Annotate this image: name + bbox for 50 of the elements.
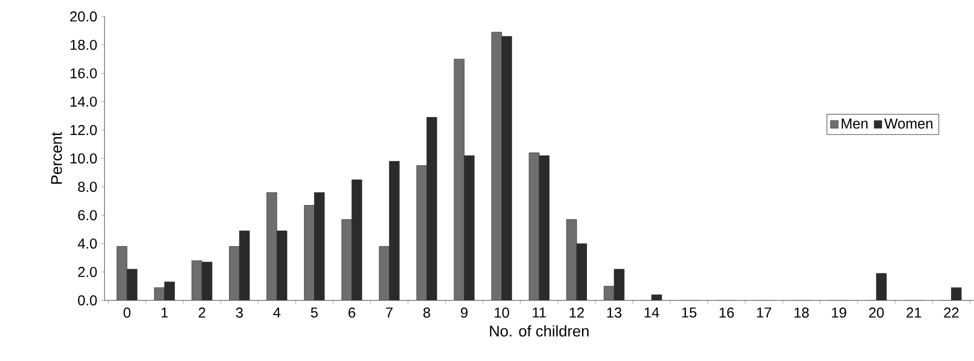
x-tick-label: 3 <box>236 308 243 318</box>
bar <box>528 152 540 300</box>
x-tick-label: 20 <box>869 308 884 318</box>
y-tick-label: 2.0 <box>78 266 97 278</box>
legend-label: Women <box>884 118 932 129</box>
x-tick-label: 11 <box>532 308 546 318</box>
x-tick-label: 1 <box>162 308 168 318</box>
x-tick-label: 19 <box>832 308 846 318</box>
bar <box>454 58 464 300</box>
x-tick-label: 18 <box>794 308 809 318</box>
y-tick-label: 8.0 <box>78 182 97 192</box>
bar <box>266 192 278 300</box>
x-axis-title: No. of children <box>490 325 589 337</box>
y-tick-label: 0.0 <box>78 295 97 306</box>
bar <box>304 205 315 300</box>
legend-label: Men <box>842 118 868 129</box>
x-tick-label: 17 <box>757 308 772 318</box>
bar <box>341 219 352 300</box>
x-tick-label: 6 <box>348 308 356 318</box>
bar <box>416 165 427 300</box>
x-tick-label: 13 <box>607 308 622 318</box>
x-tick-label: 9 <box>460 308 468 318</box>
x-tick-label: 2 <box>198 308 206 318</box>
bar <box>116 246 128 300</box>
y-axis-title: Percent <box>51 132 62 184</box>
y-tick-label: 18.0 <box>70 40 97 50</box>
bar <box>229 246 240 300</box>
y-tick-label: 14.0 <box>70 96 97 107</box>
bar <box>192 260 202 300</box>
bar <box>491 32 502 300</box>
x-tick-label: 5 <box>310 308 318 318</box>
x-tick-label: 4 <box>273 308 280 318</box>
y-tick-label: 10.0 <box>70 153 97 164</box>
bar <box>378 246 390 300</box>
y-tick-label: 6.0 <box>78 210 97 220</box>
x-tick-label: 10 <box>494 308 510 318</box>
x-tick-label: 8 <box>423 308 430 318</box>
x-tick-label: 22 <box>944 308 959 318</box>
x-tick-label: 14 <box>644 308 660 318</box>
bar <box>566 219 577 300</box>
y-tick-label: 12.0 <box>70 125 97 136</box>
x-tick-label: 16 <box>720 308 734 318</box>
x-tick-label: 21 <box>906 308 922 318</box>
x-tick-label: 7 <box>386 308 393 318</box>
x-tick-label: 12 <box>570 308 584 318</box>
x-tick-label: 15 <box>682 308 696 318</box>
y-tick-label: 20.0 <box>70 11 97 22</box>
x-tick-label: 0 <box>124 308 130 318</box>
y-tick-label: 4.0 <box>78 238 97 249</box>
y-tick-label: 16.0 <box>70 68 97 78</box>
